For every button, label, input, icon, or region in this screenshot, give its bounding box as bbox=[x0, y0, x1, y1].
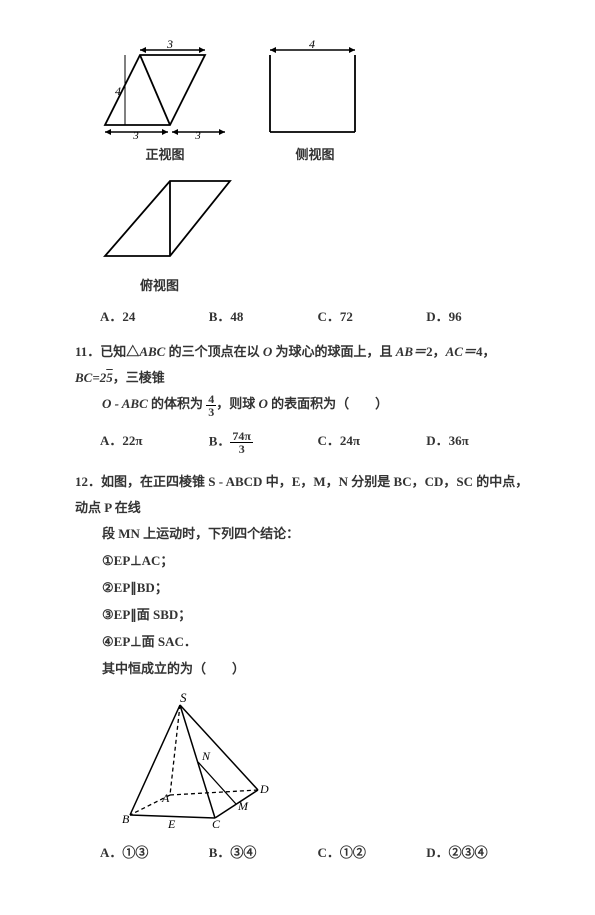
q12-item1: ①EP⊥AC； bbox=[102, 547, 535, 574]
svg-text:S: S bbox=[180, 690, 187, 705]
q12-opt-a: A．①③ bbox=[100, 842, 209, 861]
svg-text:D: D bbox=[259, 782, 269, 796]
q12: 12．如图，在正四棱锥 S - ABCD 中，E，M，N 分别是 BC，CD，S… bbox=[75, 469, 535, 521]
q11-options: A．22π B．74π3 C．24π D．36π bbox=[100, 430, 535, 455]
dim-bl: 3 bbox=[132, 130, 139, 140]
q10-opt-d: D．96 bbox=[426, 306, 535, 325]
front-view-svg: 3 4 3 3 bbox=[100, 40, 230, 140]
three-view-figures: 3 4 3 3 正视图 4 bbox=[100, 40, 535, 163]
svg-text:B: B bbox=[122, 812, 130, 826]
q11-opt-d: D．36π bbox=[426, 430, 535, 455]
q12-item3: ③EP∥面 SBD； bbox=[102, 601, 535, 628]
dim-top: 3 bbox=[166, 40, 173, 51]
q10-opt-c: C．72 bbox=[318, 306, 427, 325]
side-view-label: 侧视图 bbox=[260, 144, 370, 163]
q12-item2: ②EP∥BD； bbox=[102, 574, 535, 601]
side-view-block: 4 侧视图 bbox=[260, 40, 370, 163]
q12-line2: 段 MN 上运动时，下列四个结论： bbox=[102, 521, 535, 547]
svg-text:A: A bbox=[161, 791, 170, 805]
q11-num: 11． bbox=[75, 344, 100, 359]
q12-figure: S A B C D E M N bbox=[120, 690, 535, 830]
q11-line2: O - ABC 的体积为 43，则球 O 的表面积为（ ） bbox=[102, 391, 535, 418]
dim-top-side: 4 bbox=[309, 40, 315, 51]
q11-opt-b: B．74π3 bbox=[209, 430, 318, 455]
q12-opt-b: B．③④ bbox=[209, 842, 318, 861]
q12-opt-c: C．①② bbox=[318, 842, 427, 861]
q12-opt-d: D．②③④ bbox=[426, 842, 535, 861]
svg-text:C: C bbox=[212, 817, 221, 830]
q11: 11．已知△ABC 的三个顶点在以 O 为球心的球面上，且 AB＝2，AC＝4，… bbox=[75, 339, 535, 391]
dim-br: 3 bbox=[194, 130, 201, 140]
top-view-block: 俯视图 bbox=[100, 171, 535, 294]
top-view-svg bbox=[100, 171, 240, 271]
q11-opt-a: A．22π bbox=[100, 430, 209, 455]
q12-tail: 其中恒成立的为（ ） bbox=[102, 656, 535, 682]
q10-options: A．24 B．48 C．72 D．96 bbox=[100, 306, 535, 325]
svg-text:M: M bbox=[237, 799, 249, 813]
q11-opt-c: C．24π bbox=[318, 430, 427, 455]
svg-text:E: E bbox=[167, 817, 176, 830]
q10-opt-a: A．24 bbox=[100, 306, 209, 325]
front-view-label: 正视图 bbox=[100, 144, 230, 163]
front-view-block: 3 4 3 3 正视图 bbox=[100, 40, 230, 163]
q12-num: 12． bbox=[75, 474, 101, 489]
q12-options: A．①③ B．③④ C．①② D．②③④ bbox=[100, 842, 535, 861]
q10-opt-b: B．48 bbox=[209, 306, 318, 325]
pyramid-svg: S A B C D E M N bbox=[120, 690, 290, 830]
side-view-svg: 4 bbox=[260, 40, 370, 140]
svg-text:N: N bbox=[201, 749, 211, 763]
q12-item4: ④EP⊥面 SAC． bbox=[102, 628, 535, 655]
top-view-label: 俯视图 bbox=[140, 275, 535, 294]
